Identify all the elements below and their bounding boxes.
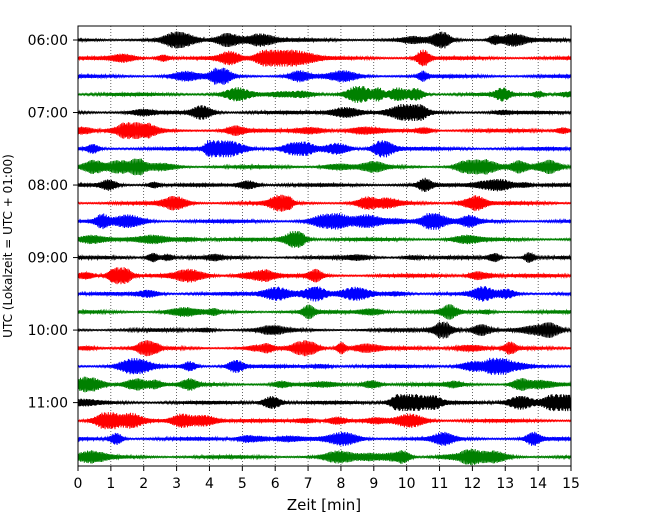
grid-lines (110, 26, 539, 466)
x-tick-label: 4 (205, 476, 214, 492)
plot-frame (77, 25, 572, 467)
trace-0615 (77, 49, 572, 67)
trace-0600 (77, 31, 572, 49)
x-tick-label: 8 (336, 476, 345, 492)
x-tick-label: 9 (369, 476, 378, 492)
trace-1030 (77, 357, 572, 375)
x-axis-label: Zeit [min] (287, 496, 361, 514)
y-tick-label: 06:00 (28, 33, 68, 49)
x-tick-label: 11 (431, 476, 449, 492)
x-tick-label: 6 (271, 476, 280, 492)
axis-ticks: 0 1 2 3 4 5 6 7 8 9 10 11 12 13 14 1506:0007:0008:0009:… (28, 33, 580, 492)
y-axis-label: UTC (Lokalzeit = UTC + 01:00) (1, 154, 15, 338)
trace-0645 (77, 85, 572, 103)
x-tick-label: 3 (172, 476, 181, 492)
x-tick-label: 1 (106, 476, 115, 492)
trace-1045 (77, 376, 572, 393)
trace-0930 (77, 286, 572, 302)
y-tick-label: 08:00 (28, 178, 68, 194)
y-tick-label: 09:00 (28, 251, 68, 267)
trace-0700 (77, 103, 572, 122)
trace-1130 (77, 431, 572, 447)
trace-1000 (77, 321, 572, 339)
x-tick-label: 14 (529, 476, 547, 492)
x-tick-label: 0 (74, 476, 83, 492)
trace-0915 (77, 267, 572, 285)
trace-0715 (77, 122, 572, 140)
trace-1115 (77, 412, 572, 430)
y-tick-label: 07:00 (28, 106, 68, 122)
trace-0900 (77, 251, 572, 263)
y-tick-label: 10:00 (28, 323, 68, 339)
x-tick-label: 15 (562, 476, 580, 492)
trace-0800 (77, 177, 572, 192)
trace-0730 (77, 140, 572, 158)
x-tick-label: 2 (139, 476, 148, 492)
trace-0830 (77, 212, 572, 230)
trace-0630 (77, 67, 572, 85)
trace-0815 (77, 194, 572, 212)
trace-1145 (77, 448, 572, 466)
seismogram-traces (77, 31, 572, 466)
trace-1015 (77, 340, 572, 357)
trace-0945 (77, 304, 572, 320)
x-tick-label: 13 (496, 476, 514, 492)
y-tick-label: 11:00 (28, 396, 68, 412)
x-tick-label: 10 (398, 476, 416, 492)
x-tick-label: 12 (463, 476, 481, 492)
x-tick-label: 7 (304, 476, 313, 492)
x-tick-label: 5 (238, 476, 247, 492)
trace-0745 (77, 158, 572, 176)
trace-1100 (77, 394, 572, 412)
trace-0845 (77, 230, 572, 248)
